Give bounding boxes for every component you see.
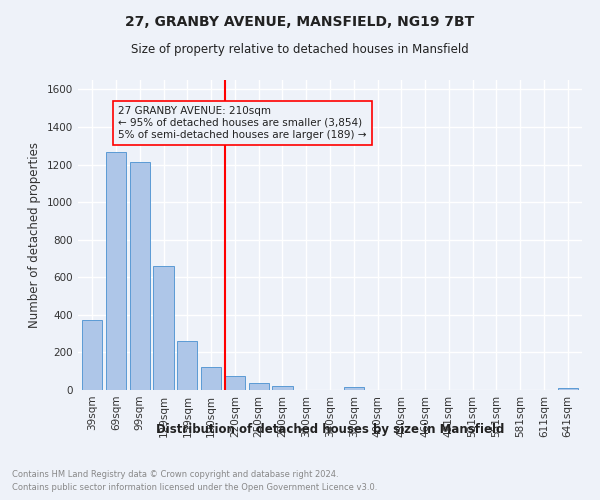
Text: 27, GRANBY AVENUE, MANSFIELD, NG19 7BT: 27, GRANBY AVENUE, MANSFIELD, NG19 7BT [125, 15, 475, 29]
Text: Size of property relative to detached houses in Mansfield: Size of property relative to detached ho… [131, 42, 469, 56]
Y-axis label: Number of detached properties: Number of detached properties [28, 142, 41, 328]
Bar [106, 152, 126, 390]
Bar [225, 376, 245, 390]
Text: Contains public sector information licensed under the Open Government Licence v3: Contains public sector information licen… [12, 482, 377, 492]
Bar [154, 266, 173, 390]
Text: Contains HM Land Registry data © Crown copyright and database right 2024.: Contains HM Land Registry data © Crown c… [12, 470, 338, 479]
Bar [248, 384, 269, 390]
Bar [344, 387, 364, 390]
Text: Distribution of detached houses by size in Mansfield: Distribution of detached houses by size … [156, 422, 504, 436]
Bar [272, 386, 293, 390]
Bar [201, 368, 221, 390]
Bar [82, 320, 103, 390]
Text: 27 GRANBY AVENUE: 210sqm
← 95% of detached houses are smaller (3,854)
5% of semi: 27 GRANBY AVENUE: 210sqm ← 95% of detach… [118, 106, 367, 140]
Bar [177, 341, 197, 390]
Bar [557, 388, 578, 390]
Bar [130, 162, 150, 390]
